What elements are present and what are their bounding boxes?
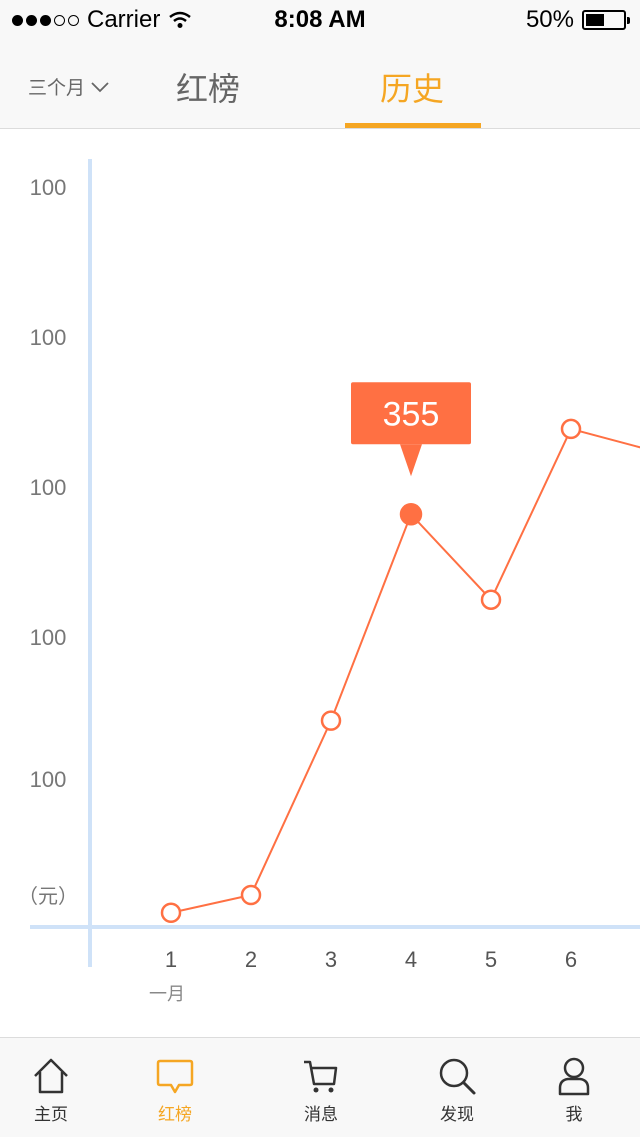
- tabbar-label-discover: 发现: [440, 1105, 474, 1124]
- line-chart: 100 100 100 100 100 （元） 1 2 3 4 5 6 一月 355: [18, 159, 640, 1005]
- tabbar-label-home: 主页: [34, 1105, 68, 1124]
- y-tick-label: 100: [30, 625, 67, 650]
- data-point: [240, 884, 262, 906]
- active-tab-indicator: [345, 123, 481, 128]
- wifi-icon: [169, 11, 192, 28]
- tooltip-pointer: [400, 444, 422, 477]
- x-tick-label: 4: [405, 947, 417, 972]
- tabbar-label-messages: 消息: [304, 1105, 338, 1124]
- x-tick-label: 5: [485, 947, 497, 972]
- tab-history[interactable]: 历史: [380, 71, 445, 107]
- highlighted-data-point: [399, 503, 423, 526]
- tabbar-item-discover[interactable]: 发现: [407, 1038, 507, 1137]
- x-tick-label: 3: [325, 947, 337, 972]
- cart-icon: [304, 1060, 338, 1093]
- tabbar-label-honbang: 红榜: [158, 1105, 192, 1124]
- carrier-label: Carrier: [87, 6, 161, 33]
- tabbar-item-messages[interactable]: 消息: [271, 1038, 371, 1137]
- tab-honbang[interactable]: 红榜: [176, 71, 241, 107]
- y-tick-label: 100: [30, 175, 67, 200]
- y-unit-label: （元）: [18, 884, 78, 908]
- chat-bubble-icon: [156, 1059, 194, 1094]
- status-time: 8:08 AM: [274, 6, 366, 33]
- user-icon: [558, 1057, 590, 1096]
- x-tick-label: 2: [245, 947, 257, 972]
- data-point: [160, 902, 182, 924]
- search-icon: [439, 1058, 476, 1095]
- tabbar-item-me[interactable]: 我: [524, 1038, 624, 1137]
- tabbar-item-home[interactable]: 主页: [1, 1038, 101, 1137]
- range-selector[interactable]: 三个月: [28, 73, 109, 100]
- series-line: [170, 427, 640, 914]
- chevron-down-icon: [91, 81, 109, 92]
- tabbar-label-me: 我: [565, 1105, 583, 1124]
- battery-percent: 50%: [525, 6, 574, 33]
- tooltip-box: [351, 382, 471, 445]
- x-tick-label: 6: [565, 947, 577, 972]
- battery-icon: [582, 10, 630, 30]
- x-tick-label: 1: [165, 947, 177, 972]
- status-left: Carrier: [12, 6, 192, 34]
- bottom-tab-bar: 主页 红榜 消息 发现 我: [0, 1037, 640, 1137]
- data-point: [560, 418, 582, 440]
- home-icon: [34, 1058, 68, 1094]
- tabbar-item-honbang[interactable]: 红榜: [125, 1038, 225, 1137]
- tooltip-value: 355: [383, 395, 440, 433]
- data-point: [320, 710, 342, 731]
- top-nav-bar: 三个月 红榜 历史: [0, 40, 640, 129]
- y-tick-label: 100: [30, 767, 67, 792]
- price-history-chart: 100 100 100 100 100 （元） 1 2 3 4 5 6 一月 355: [0, 129, 640, 1037]
- status-right: 50%: [525, 6, 630, 34]
- status-bar: Carrier 8:08 AM 50%: [0, 0, 640, 40]
- y-tick-label: 100: [30, 325, 67, 350]
- signal-strength-icon: [12, 14, 79, 26]
- range-selector-label: 三个月: [28, 78, 86, 99]
- data-point: [480, 589, 502, 610]
- y-tick-label: 100: [30, 475, 67, 500]
- x-month-label: 一月: [149, 984, 185, 1005]
